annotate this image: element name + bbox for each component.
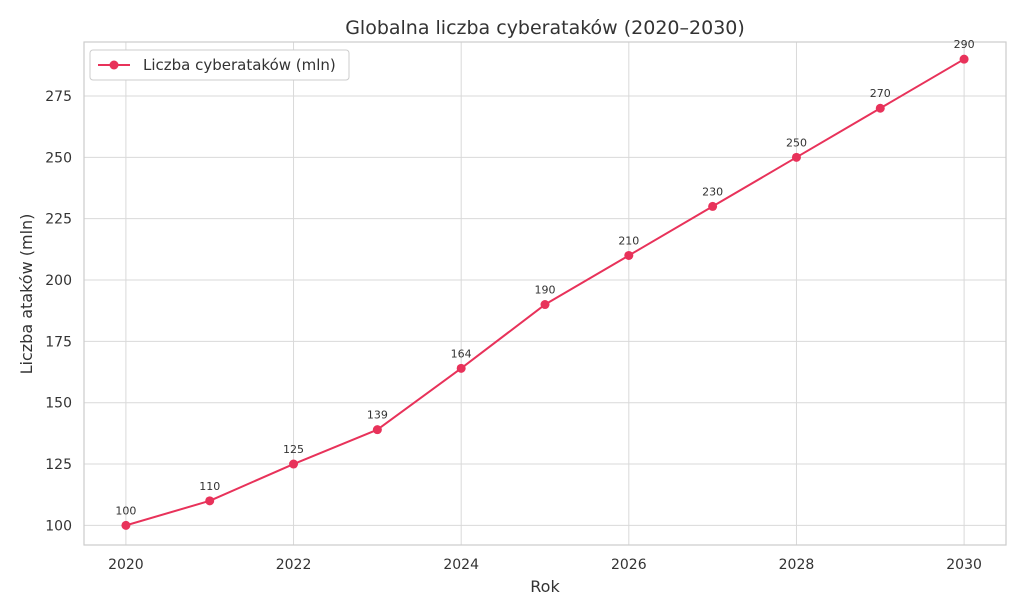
x-axis-title: Rok bbox=[530, 577, 560, 596]
x-tick-label: 2026 bbox=[611, 557, 647, 573]
data-label: 110 bbox=[199, 480, 220, 493]
series-layer bbox=[121, 54, 969, 530]
data-point bbox=[791, 152, 801, 162]
y-tick-label: 225 bbox=[45, 212, 72, 228]
chart-title: Globalna liczba cyberataków (2020–2030) bbox=[345, 17, 745, 39]
y-tick-label: 200 bbox=[45, 273, 72, 289]
data-label: 164 bbox=[451, 347, 472, 360]
y-tick-label: 250 bbox=[45, 150, 72, 166]
data-labels: 100 110 125 139 164 190 210 230 250 270 290 bbox=[115, 38, 974, 517]
data-point bbox=[289, 459, 299, 469]
legend: Liczba cyberataków (mln) bbox=[89, 49, 350, 81]
y-tick-label: 175 bbox=[45, 334, 72, 350]
legend-marker bbox=[109, 60, 119, 70]
x-tick-label: 2020 bbox=[108, 557, 144, 573]
data-label: 139 bbox=[367, 409, 388, 422]
x-tick-label: 2030 bbox=[946, 557, 982, 573]
data-label: 270 bbox=[870, 87, 891, 100]
y-tick-label: 125 bbox=[45, 457, 72, 473]
x-tick-label: 2022 bbox=[276, 557, 312, 573]
data-label: 230 bbox=[702, 185, 723, 198]
data-label: 250 bbox=[786, 136, 807, 149]
data-point bbox=[875, 103, 885, 113]
data-label: 125 bbox=[283, 443, 304, 456]
data-point bbox=[372, 425, 382, 435]
data-point bbox=[540, 300, 550, 310]
y-tick-label: 150 bbox=[45, 396, 72, 412]
y-axis-ticks: 100 125 150 175 200 225 250 275 bbox=[45, 89, 72, 534]
legend-box bbox=[89, 49, 350, 81]
data-point bbox=[205, 496, 215, 506]
plot-area bbox=[83, 41, 1007, 546]
data-label: 290 bbox=[954, 38, 975, 51]
y-tick-label: 275 bbox=[45, 89, 72, 105]
y-tick-label: 100 bbox=[45, 518, 72, 534]
data-point bbox=[456, 363, 466, 373]
x-tick-label: 2028 bbox=[779, 557, 815, 573]
x-tick-label: 2024 bbox=[443, 557, 479, 573]
data-label: 190 bbox=[535, 284, 556, 297]
grid bbox=[84, 42, 1006, 545]
data-label: 100 bbox=[115, 504, 136, 517]
data-point bbox=[121, 520, 131, 530]
legend-label: Liczba cyberataków (mln) bbox=[143, 56, 336, 74]
y-axis-title: Liczba ataków (mln) bbox=[17, 214, 36, 375]
data-point bbox=[959, 54, 969, 64]
data-point bbox=[624, 250, 634, 260]
data-point bbox=[708, 201, 718, 211]
data-label: 210 bbox=[618, 234, 639, 247]
x-axis-ticks: 2020 2022 2024 2026 2028 2030 bbox=[108, 557, 982, 573]
